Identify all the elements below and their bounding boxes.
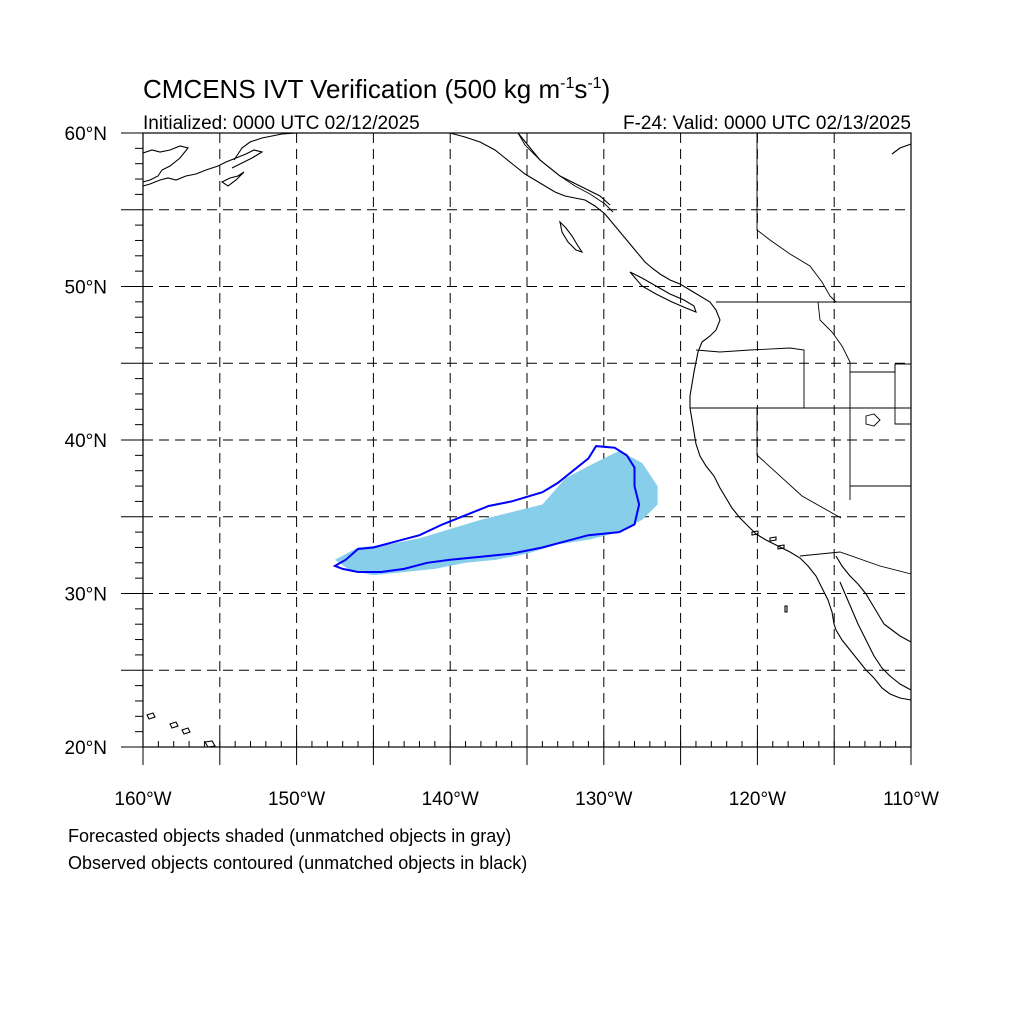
footnote-forecast: Forecasted objects shaded (unmatched obj… xyxy=(68,826,512,846)
map-title: CMCENS IVT Verification (500 kg m-1s-1) xyxy=(143,74,610,104)
axis-labels: 160°W 150°W 140°W 130°W 120°W 110°W 60°N 50°N 40… xyxy=(65,124,939,810)
coast-guadalupe xyxy=(784,605,788,613)
lon-tick-label: 110°W xyxy=(883,789,939,810)
coast-us-west xyxy=(689,329,837,631)
political-borders xyxy=(517,132,912,575)
coast-alaska xyxy=(142,145,189,183)
footnote-observed: Observed objects contoured (unmatched ob… xyxy=(68,853,528,873)
coast-canada-inland xyxy=(517,132,611,206)
lon-tick-label: 120°W xyxy=(729,789,786,810)
border-id-mt xyxy=(817,301,851,408)
border-alaska-canada xyxy=(517,132,614,213)
coast-hawaii-4 xyxy=(204,740,216,748)
map-plot-area xyxy=(121,132,912,765)
border-great-salt-lake xyxy=(865,413,881,427)
coast-hawaii-2 xyxy=(169,721,179,729)
coast-alaska-south xyxy=(142,149,264,187)
coast-haida-gwaii xyxy=(559,220,584,254)
coast-hawaii-1 xyxy=(146,712,156,720)
observed-object-contour xyxy=(332,445,641,573)
coast-baja xyxy=(835,629,912,701)
coast-gulf-north xyxy=(449,132,721,331)
coast-baja-east xyxy=(839,581,912,691)
lon-tick-label: 140°W xyxy=(422,789,479,810)
coast-kodiak xyxy=(220,171,245,187)
coast-gulf-alaska xyxy=(233,132,297,161)
coast-gulf-california xyxy=(835,555,912,643)
axis-ticks xyxy=(121,132,912,765)
border-ak-bc-lines xyxy=(756,133,837,303)
lat-tick-label: 40°N xyxy=(65,431,107,452)
lat-tick-label: 50°N xyxy=(65,278,107,299)
border-wa-or xyxy=(695,347,805,408)
lon-tick-label: 150°W xyxy=(268,789,325,810)
lat-tick-label: 20°N xyxy=(65,738,107,759)
ivt-objects xyxy=(332,445,658,576)
border-co xyxy=(894,364,911,425)
lat-tick-label: 30°N xyxy=(65,585,107,606)
coast-vancouver-island xyxy=(629,271,697,313)
coastlines xyxy=(142,132,912,748)
coast-hawaii-3 xyxy=(181,727,191,735)
coast-northeast xyxy=(891,143,912,155)
lon-tick-label: 160°W xyxy=(114,789,171,810)
valid-label: F-24: Valid: 0000 UTC 02/13/2025 xyxy=(623,113,911,134)
coast-channel-islands xyxy=(751,530,785,550)
lon-tick-label: 130°W xyxy=(575,789,632,810)
forecast-object xyxy=(335,450,658,576)
init-label: Initialized: 0000 UTC 02/12/2025 xyxy=(143,113,420,134)
border-ca-nv xyxy=(756,408,842,519)
lat-tick-label: 60°N xyxy=(65,124,107,145)
border-us-mexico xyxy=(799,551,912,575)
